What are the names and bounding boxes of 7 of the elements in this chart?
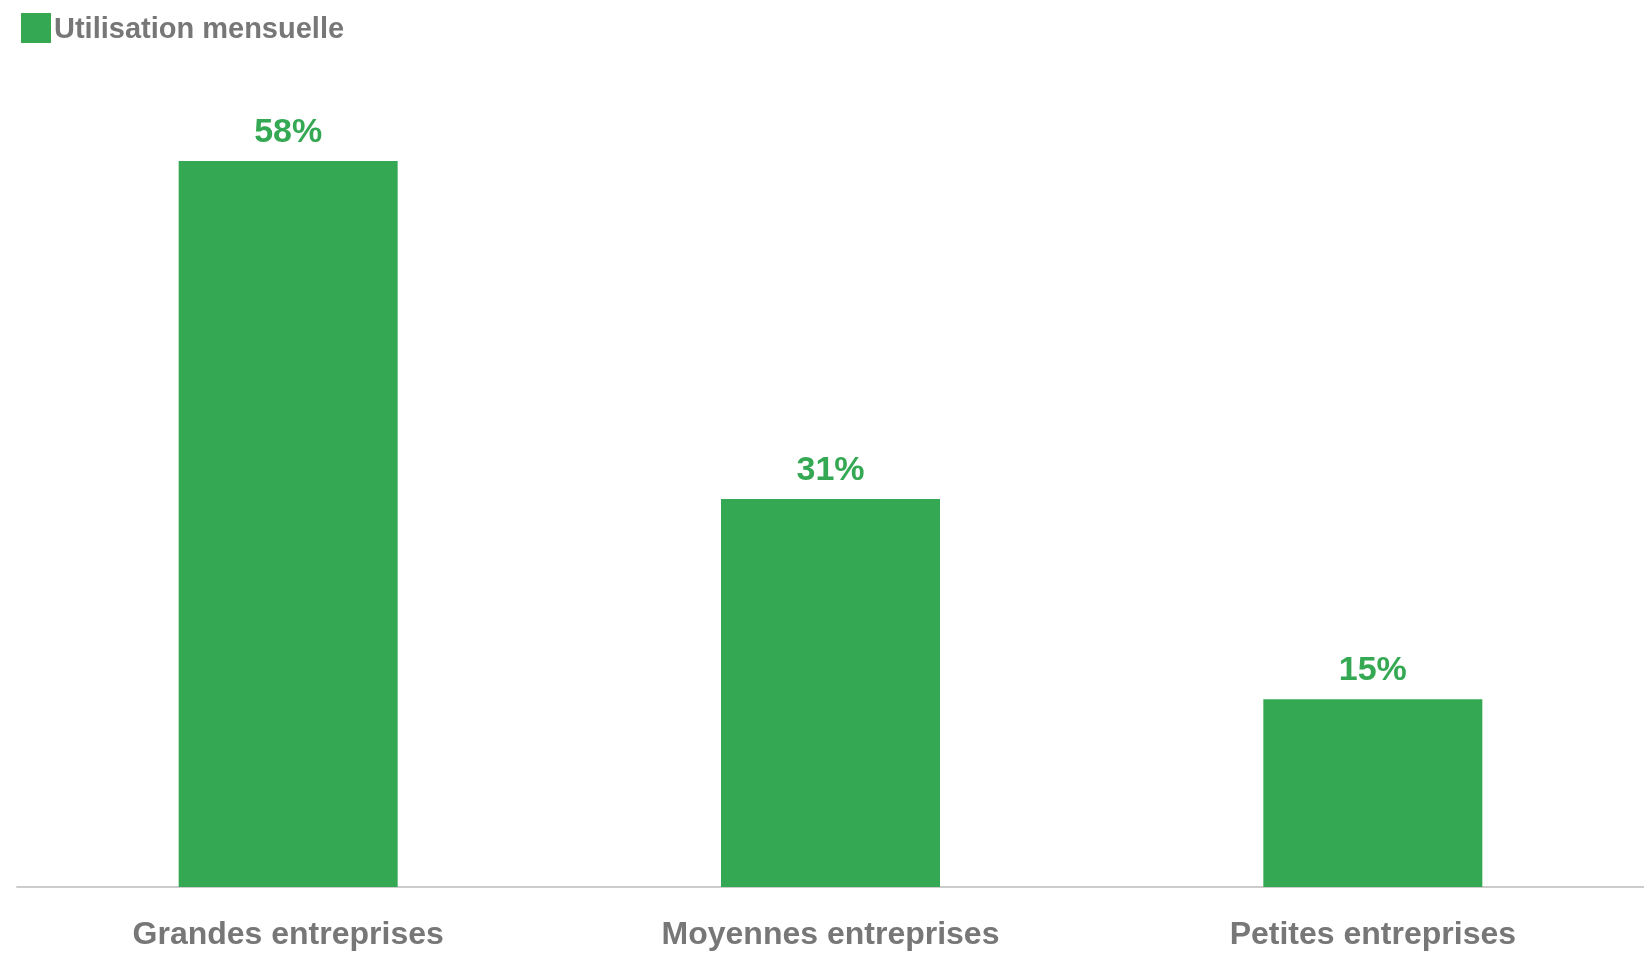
data-label: 15%: [1338, 649, 1407, 688]
x-tick-label: Moyennes entreprises: [661, 915, 1000, 951]
x-tick-label: Grandes entreprises: [132, 915, 444, 951]
data-label: 31%: [796, 448, 865, 487]
data-label: 58%: [254, 111, 323, 150]
x-tick-label: Petites entreprises: [1229, 915, 1517, 951]
legend-label: Utilisation mensuelle: [54, 12, 345, 44]
